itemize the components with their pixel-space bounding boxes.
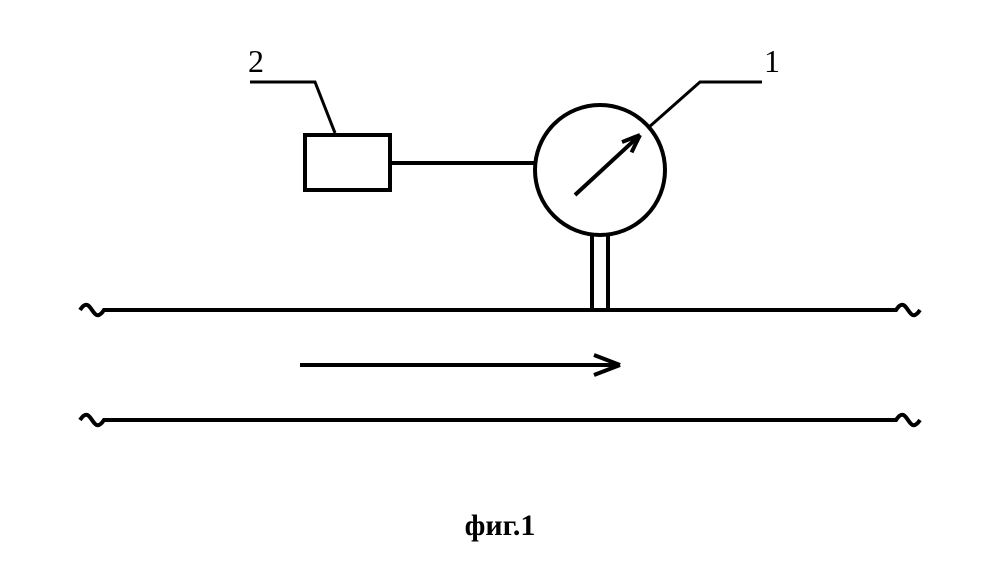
callout-label2-leader: [250, 82, 335, 133]
figure-caption: фиг.1: [465, 509, 536, 542]
component-block: [305, 135, 390, 190]
pipe-wall: [80, 415, 920, 425]
callout-label1-leader: [648, 82, 762, 128]
pipe-wall: [80, 305, 920, 315]
callout-label2-label: 2: [248, 43, 264, 79]
callout-label1-label: 1: [764, 43, 780, 79]
